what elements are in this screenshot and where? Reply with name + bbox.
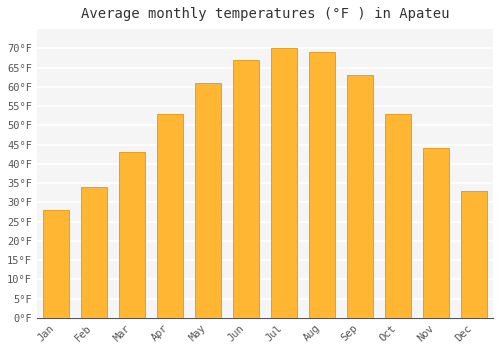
Title: Average monthly temperatures (°F ) in Apateu: Average monthly temperatures (°F ) in Ap…: [80, 7, 449, 21]
Bar: [80, 187, 107, 318]
Bar: [156, 114, 183, 318]
Bar: [460, 191, 487, 318]
Bar: [384, 114, 411, 318]
Bar: [270, 48, 297, 318]
Bar: [194, 83, 221, 318]
Bar: [422, 148, 450, 318]
Bar: [118, 152, 145, 318]
Bar: [308, 52, 336, 318]
Bar: [346, 75, 374, 318]
Bar: [232, 60, 259, 318]
Bar: [42, 210, 69, 318]
